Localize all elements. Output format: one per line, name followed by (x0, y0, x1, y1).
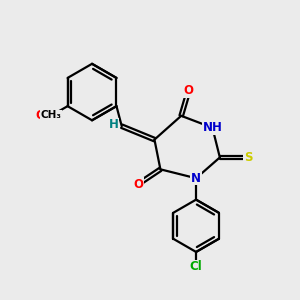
Text: O: O (133, 178, 143, 191)
Text: NH: NH (202, 121, 222, 134)
Text: H: H (109, 118, 118, 131)
Text: CH₃: CH₃ (40, 110, 61, 120)
Text: S: S (244, 151, 252, 164)
Text: N: N (191, 172, 201, 185)
Text: Cl: Cl (190, 260, 202, 273)
Text: O: O (36, 109, 46, 122)
Text: O: O (184, 84, 194, 97)
